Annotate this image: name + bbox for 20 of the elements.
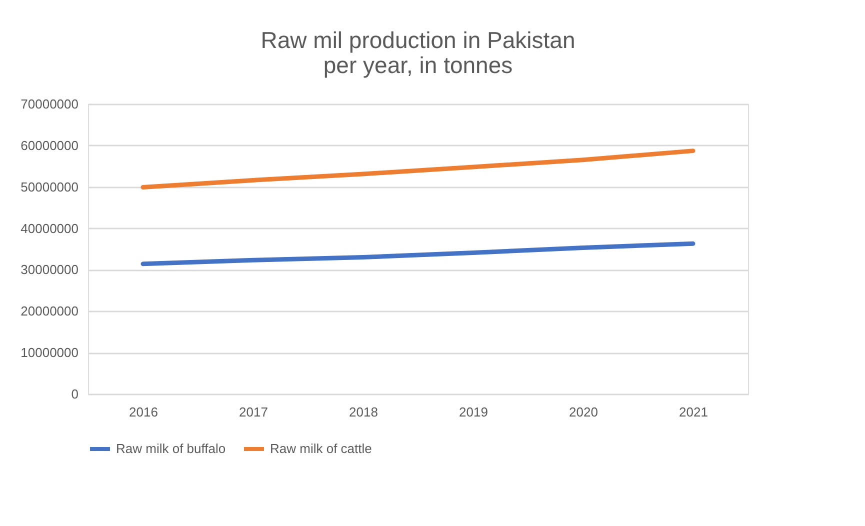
y-tick-label: 40000000 bbox=[20, 220, 78, 236]
legend-label: Raw milk of buffalo bbox=[116, 441, 226, 456]
y-tick-label: 10000000 bbox=[20, 345, 78, 360]
y-tick-label: 50000000 bbox=[20, 179, 78, 194]
x-tick-label: 2021 bbox=[679, 404, 708, 420]
x-tick-label: 2016 bbox=[129, 404, 158, 420]
text: Raw mil production in Pakistan bbox=[260, 27, 576, 53]
x-tick-label: 2020 bbox=[569, 404, 598, 420]
text: per year, in tonnes bbox=[323, 52, 513, 78]
y-tick-label: 20000000 bbox=[20, 304, 78, 319]
line-series bbox=[140, 241, 696, 266]
y-tick-label: 0 bbox=[71, 386, 78, 402]
line-series bbox=[140, 148, 696, 190]
y-tick-label: 70000000 bbox=[20, 96, 78, 112]
x-tick-label: 2017 bbox=[239, 404, 268, 420]
y-tick-label: 60000000 bbox=[20, 138, 78, 153]
x-tick-label: 2019 bbox=[459, 404, 488, 420]
legend-label: Raw milk of cattle bbox=[270, 441, 372, 456]
x-tick-label: 2018 bbox=[349, 404, 378, 420]
y-tick-label: 30000000 bbox=[20, 262, 78, 278]
